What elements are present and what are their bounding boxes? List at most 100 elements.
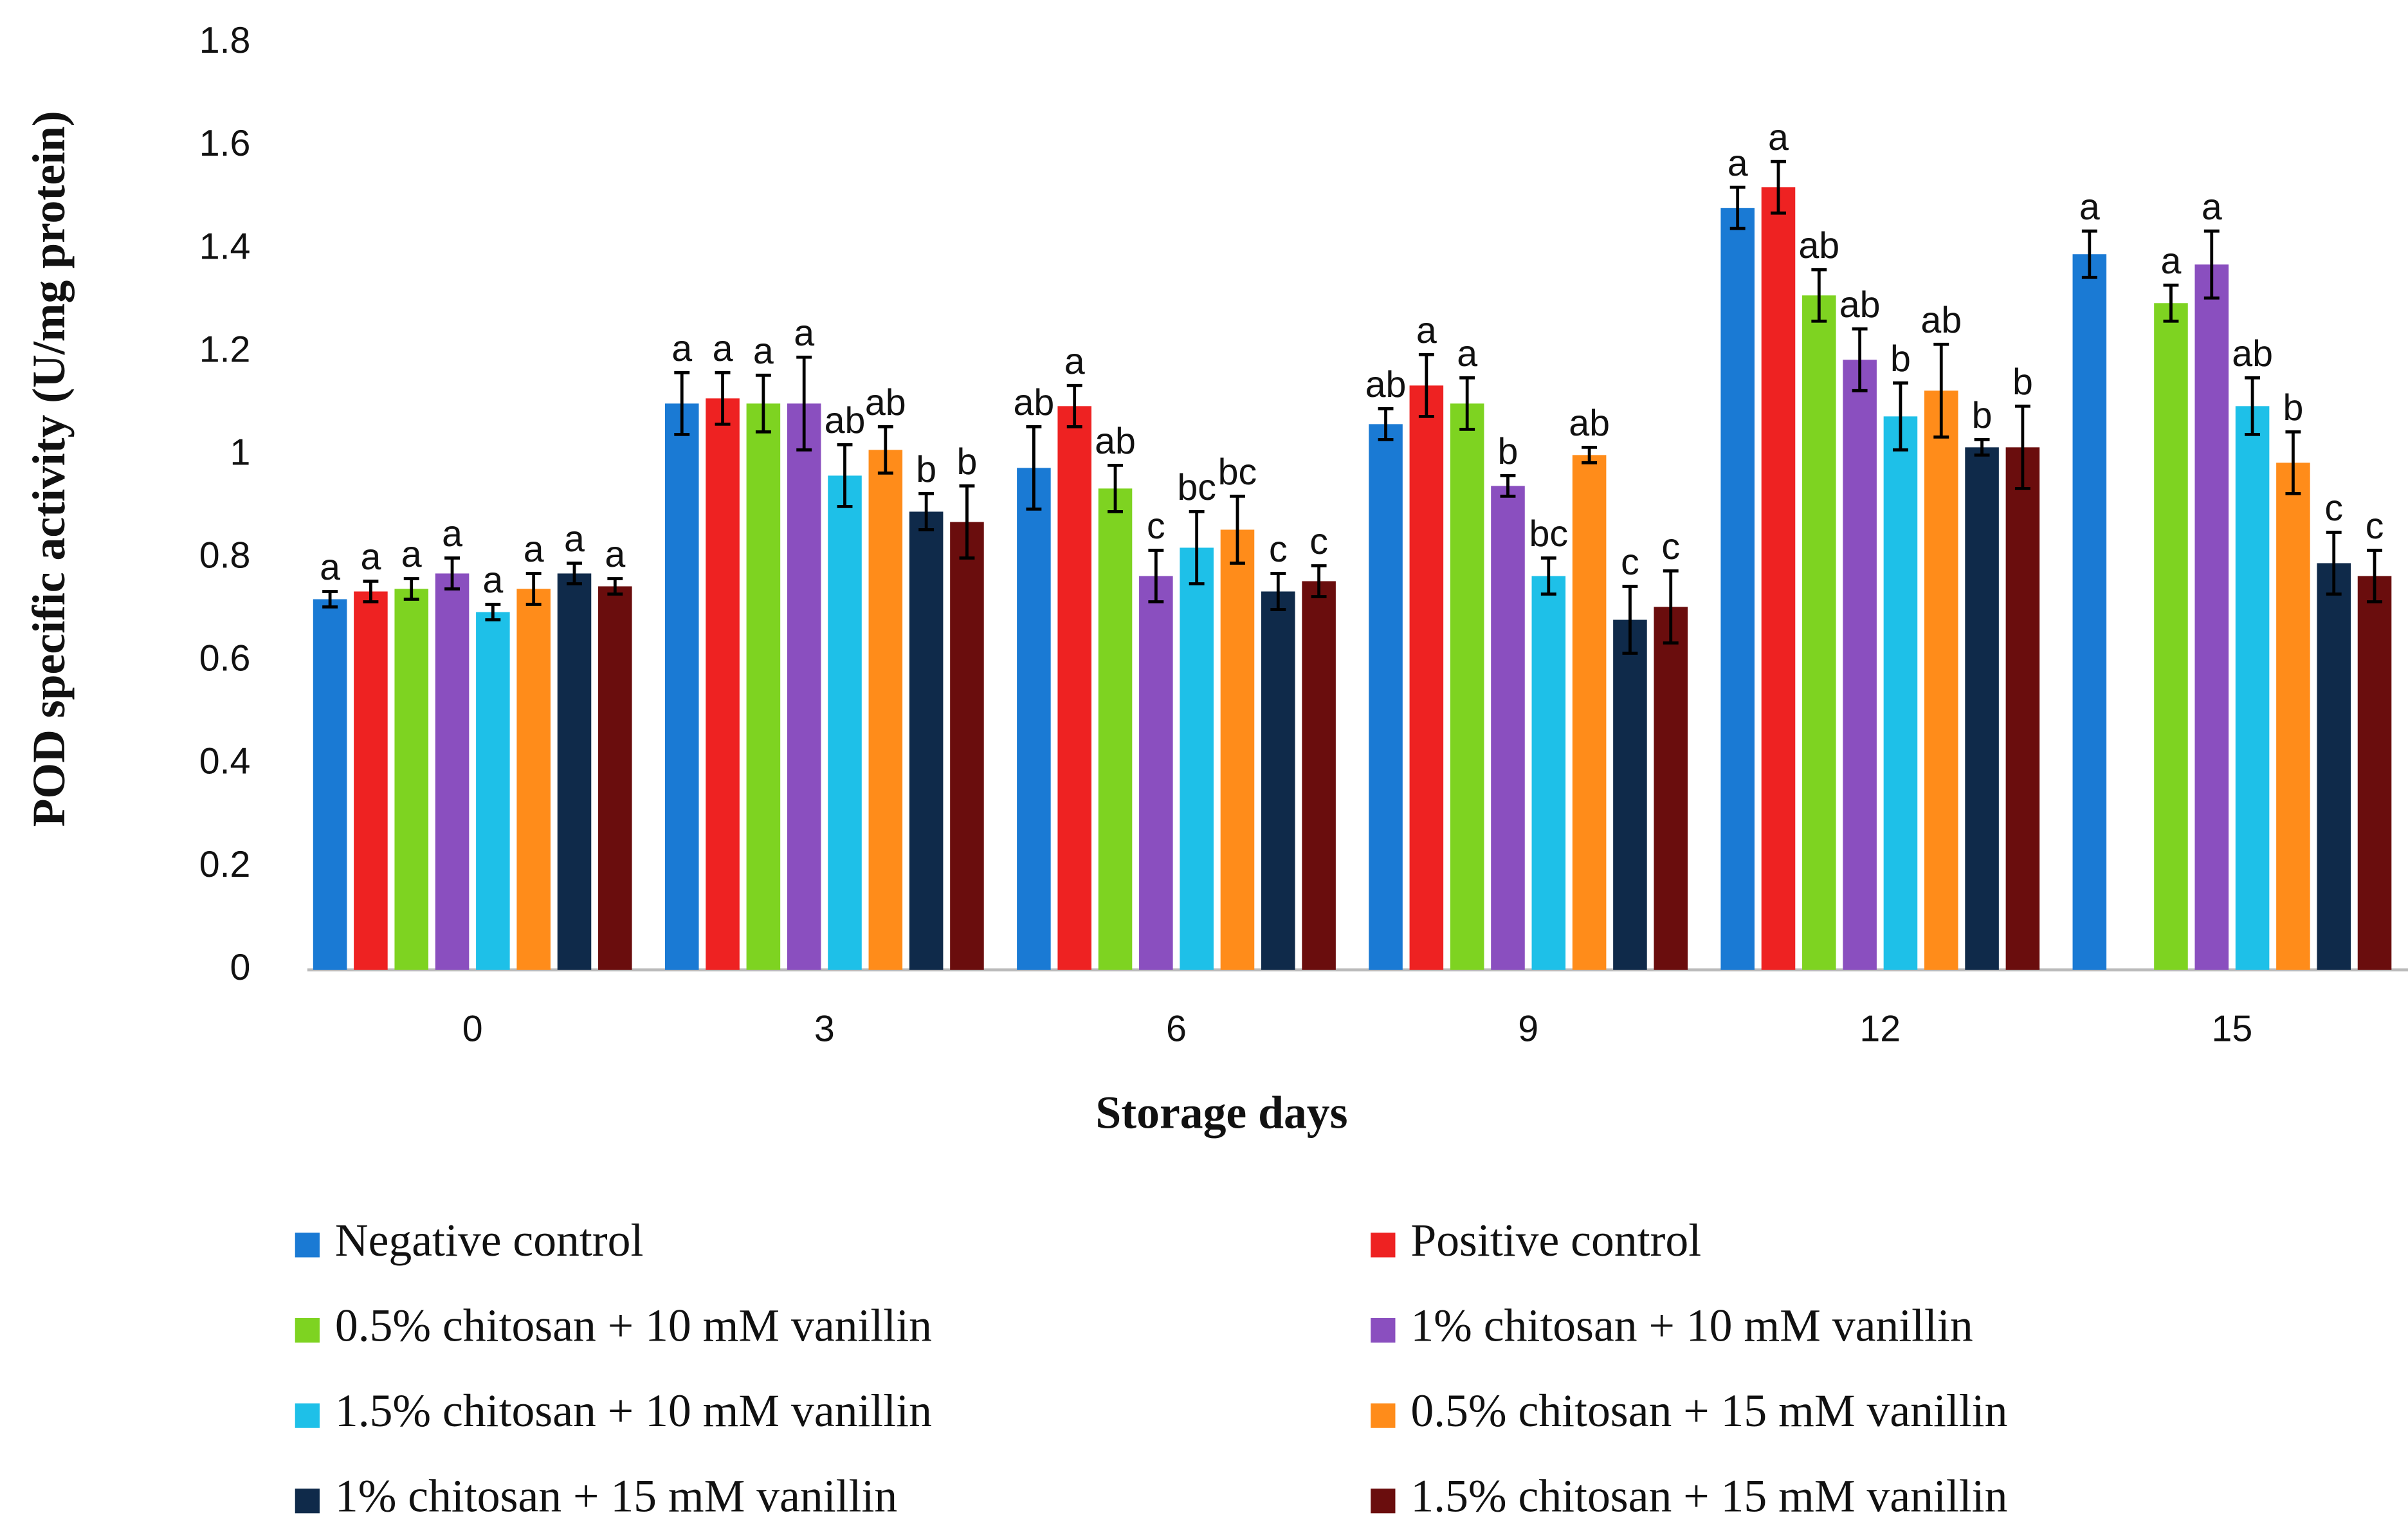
error-bar — [1729, 185, 1746, 230]
legend-label: Positive control — [1410, 1215, 1701, 1266]
error-bar — [2163, 283, 2179, 323]
significance-letter: b — [957, 441, 978, 482]
significance-letter: c — [1621, 542, 1639, 583]
bar — [2317, 563, 2351, 970]
error-bar — [567, 562, 582, 585]
significance-letter: ab — [865, 382, 906, 423]
error-bar — [715, 371, 731, 426]
x-tick-label: 3 — [814, 1008, 835, 1049]
significance-letter: b — [1498, 431, 1519, 472]
bar — [2154, 303, 2188, 970]
error-bar — [1582, 445, 1598, 464]
error-bar — [1811, 268, 1827, 323]
x-tick-label: 12 — [1859, 1008, 1901, 1049]
error-bar — [918, 492, 935, 531]
error-bar — [1933, 342, 1949, 439]
significance-letter: b — [2283, 387, 2303, 428]
significance-letter: a — [442, 513, 462, 555]
bar — [787, 403, 821, 970]
error-bar — [1026, 425, 1042, 511]
significance-letter: ab — [1569, 403, 1610, 444]
x-tick-label: 9 — [1518, 1008, 1538, 1049]
significance-letter: a — [1728, 143, 1748, 184]
significance-letter: ab — [1013, 382, 1054, 423]
legend-label: 0.5% chitosan + 10 mM vanillin — [335, 1300, 932, 1352]
legend-swatch — [1371, 1233, 1396, 1258]
error-bar — [877, 425, 893, 475]
bar — [1450, 403, 1484, 970]
error-bar — [1418, 353, 1434, 418]
significance-letter: a — [2161, 241, 2182, 282]
bar — [1883, 416, 1918, 970]
error-bar — [485, 603, 501, 621]
error-bar — [1500, 473, 1516, 498]
bar — [354, 591, 388, 970]
bar — [868, 450, 903, 970]
legend-label: 0.5% chitosan + 15 mM vanillin — [1410, 1385, 2007, 1436]
bar — [2357, 576, 2392, 970]
bar — [1654, 607, 1688, 970]
significance-letter: bc — [1177, 467, 1216, 508]
bar — [1409, 385, 1444, 970]
bar — [516, 589, 551, 970]
significance-letter: b — [1890, 338, 1911, 380]
error-bar — [2285, 430, 2301, 495]
error-bar — [607, 577, 623, 596]
significance-letter: ab — [1365, 364, 1407, 405]
legend-label: 1.5% chitosan + 10 mM vanillin — [335, 1385, 932, 1436]
y-tick-label: 0.6 — [199, 638, 251, 679]
x-tick-label: 15 — [2212, 1008, 2253, 1049]
bar — [664, 403, 699, 970]
error-bar — [1540, 556, 1556, 596]
bar — [1491, 486, 1525, 970]
significance-letter: a — [320, 547, 340, 588]
bar — [394, 589, 429, 970]
significance-letter: b — [2012, 362, 2033, 403]
significance-letter: a — [671, 328, 692, 369]
bar — [1220, 529, 1255, 970]
legend-swatch — [1371, 1317, 1396, 1343]
bar — [1572, 455, 1607, 970]
error-bar — [796, 355, 812, 452]
y-tick-label: 0.4 — [199, 741, 251, 782]
significance-letter: ab — [1095, 421, 1136, 462]
error-bar — [363, 580, 379, 603]
bar — [950, 522, 984, 970]
bar — [435, 573, 470, 970]
significance-letter: ab — [1798, 225, 1839, 266]
significance-letter: c — [1269, 529, 1288, 570]
bar — [746, 403, 781, 970]
bar — [1531, 576, 1566, 970]
error-bar — [2203, 229, 2220, 300]
bar — [1720, 208, 1755, 970]
x-tick-label: 6 — [1166, 1008, 1187, 1049]
error-bar — [1459, 376, 1475, 431]
y-tick-label: 0.2 — [199, 844, 251, 885]
bar — [1261, 591, 1295, 970]
error-bar — [1189, 510, 1205, 585]
significance-letter: c — [1147, 506, 1165, 547]
bar — [476, 612, 510, 970]
bar — [1843, 360, 1877, 970]
significance-letter: ab — [2232, 333, 2273, 374]
bar — [1302, 581, 1336, 970]
legend-label: 1.5% chitosan + 15 mM vanillin — [1410, 1471, 2007, 1522]
error-bar — [403, 577, 419, 601]
error-bar — [1066, 383, 1082, 428]
bar — [1017, 468, 1051, 970]
y-tick-label: 1 — [230, 432, 251, 473]
legend-swatch — [295, 1233, 320, 1258]
y-axis-title: POD specific activity (U/mg protein) — [23, 111, 75, 827]
significance-letter: a — [753, 331, 774, 372]
error-bar — [1378, 407, 1394, 441]
significance-letter: a — [524, 529, 544, 570]
error-bar — [674, 371, 690, 436]
y-tick-label: 1.4 — [199, 226, 251, 267]
significance-letter: a — [794, 313, 814, 354]
error-bar — [959, 484, 975, 560]
error-bar — [1771, 160, 1786, 215]
significance-letter: a — [482, 560, 503, 601]
significance-letter: bc — [1218, 452, 1257, 493]
error-bar — [1663, 569, 1679, 645]
legend-swatch — [1371, 1489, 1396, 1514]
